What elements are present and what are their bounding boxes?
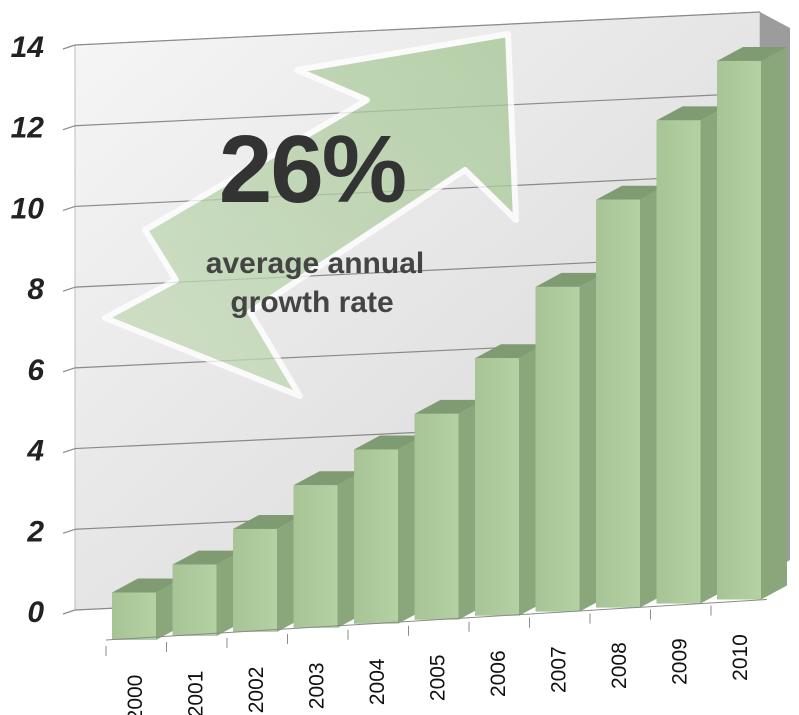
x-tick-label: 2002 [245,667,268,714]
bar-2002 [233,514,303,632]
bar-2005 [414,399,485,620]
bar-front [475,358,519,616]
x-axis-ticks: 2000 2001 2002 2003 2004 2005 2006 2007 2008 2009… [105,605,752,715]
y-axis-ticks: 0 2 4 6 8 10 12 14 [11,31,45,629]
y-tick-label: 8 [27,273,44,306]
y-tick-mark [62,205,76,211]
growth-percent: 26% [219,116,405,223]
bar-2006 [475,344,545,616]
y-tick-label: 12 [11,112,45,145]
x-tick-label: 2001 [185,671,208,715]
bar-top [717,46,787,61]
bars [105,46,787,641]
y-tick-mark [62,609,76,615]
bar-2004 [354,435,424,624]
y-tick-label: 2 [26,515,44,548]
bar-2001 [172,550,243,636]
bar-front [656,120,701,604]
x-tick-label: 2008 [608,642,631,689]
bar-2000 [112,578,182,640]
bar-top [172,550,243,565]
x-tick-label: 2009 [669,638,692,685]
y-tick-label: 4 [26,435,44,468]
x-tick-label: 2005 [427,654,450,701]
y-tick-label: 0 [27,596,44,629]
x-tick-label: 2004 [366,658,389,705]
bar-side [761,46,787,600]
x-tick-label: 2003 [306,662,329,709]
bar-2010 [717,46,787,600]
y-tick-mark [62,367,76,373]
bar-top [293,471,364,486]
bar-top [656,106,727,121]
growth-caption-line1: average annual [206,247,424,280]
bar-front [717,60,761,600]
bar-front [354,449,398,624]
y-tick-label: 14 [11,31,45,64]
y-tick-mark [62,44,76,50]
y-tick-mark [62,286,76,292]
bar-2007 [535,272,606,612]
bar-top [596,185,666,200]
x-tick-label: 2006 [487,650,510,697]
bar-top [354,435,424,450]
bar-front [596,199,640,608]
x-axis-line [105,599,768,641]
y-tick-label: 10 [11,192,45,225]
growth-caption-line2: growth rate [230,286,393,319]
bar-top [233,514,303,529]
bar-2003 [293,471,364,628]
y-tick-mark [62,125,76,131]
bar-top [535,272,606,287]
gridline [74,11,761,46]
bar-top [112,578,182,593]
bar-front [535,286,580,612]
bar-front [233,528,277,632]
x-tick-label: 2007 [548,646,571,693]
y-tick-mark [62,528,76,534]
growth-arrow [102,31,519,399]
bar-front [293,485,338,628]
x-tick-label: 2010 [729,634,752,681]
bar-2009 [656,106,727,604]
bar-2008 [596,185,666,608]
bar-top [475,344,545,359]
y-tick-label: 6 [27,354,44,387]
x-tick-label: 2000 [124,675,147,715]
y-tick-mark [62,448,76,454]
bar-front [414,413,459,620]
bar-front [172,564,217,636]
bar-top [414,399,485,414]
bar-front [112,592,156,640]
